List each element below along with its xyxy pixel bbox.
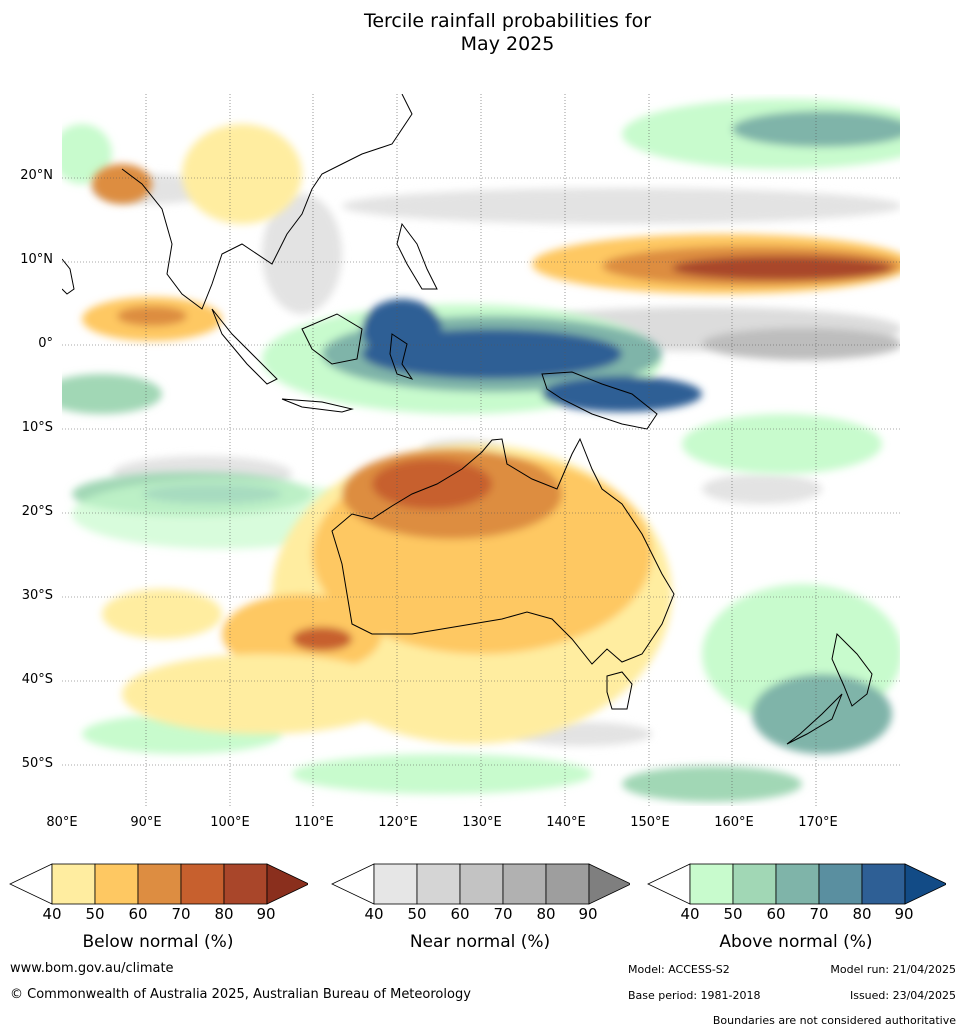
- borneo-outline: [301, 313, 363, 365]
- colorbar-segment: [689, 863, 734, 905]
- colorbar-segment: [180, 863, 225, 905]
- lat-label-40s: 40°S: [21, 672, 53, 687]
- footer-disclaimer: Boundaries are not considered authoritat…: [712, 1014, 956, 1027]
- new-guinea-outline: [541, 371, 658, 430]
- legend-below-tick-50: 50: [85, 905, 105, 923]
- legend-above-tick-40: 40: [680, 905, 700, 923]
- colorbar-segment: [94, 863, 139, 905]
- legend-above-tick-50: 50: [723, 905, 743, 923]
- new-zealand-south: [786, 693, 843, 745]
- colorbar-segment: [545, 863, 590, 905]
- legend-below-tick-40: 40: [42, 905, 62, 923]
- legend-below-normal: [8, 862, 308, 962]
- colorbar-segment: [51, 863, 96, 905]
- coastlines: [62, 94, 873, 745]
- sumatra-outline: [211, 308, 278, 385]
- lon-label-170e: 170°E: [798, 815, 838, 830]
- colorbar-over-triangle: [904, 863, 946, 905]
- colorbar-over-triangle: [266, 863, 308, 905]
- footer-model: Model: ACCESS-S2: [628, 963, 730, 976]
- colorbar-segment: [223, 863, 268, 905]
- lat-label-10n: 10°N: [20, 252, 53, 267]
- lon-label-130e: 130°E: [462, 815, 502, 830]
- lon-label-140e: 140°E: [546, 815, 586, 830]
- lat-label-20s: 20°S: [21, 504, 53, 519]
- footer-issued: Issued: 23/04/2025: [849, 989, 956, 1002]
- legend-above-normal-label: Above normal (%): [719, 932, 873, 952]
- footer-base-period: Base period: 1981-2018: [628, 989, 761, 1002]
- lon-label-150e: 150°E: [630, 815, 670, 830]
- legend-above-normal-colorbar: [647, 863, 946, 905]
- footer-model-run: Model run: 21/04/2025: [830, 963, 956, 976]
- lat-label-30s: 30°S: [21, 588, 53, 603]
- sri-lanka-outline: [62, 258, 75, 295]
- australia-outline: [331, 437, 675, 665]
- colorbar-segment: [459, 863, 504, 905]
- sulawesi-outline: [389, 333, 414, 380]
- colorbar-segment: [775, 863, 820, 905]
- legend-below-normal-colorbar: [9, 863, 308, 905]
- lat-label-20n: 20°N: [20, 168, 53, 183]
- asia-mainland-outline: [121, 94, 413, 310]
- legend-above-tick-60: 60: [766, 905, 786, 923]
- philippines-outline: [396, 222, 438, 290]
- colorbar-segment: [732, 863, 777, 905]
- legend-near-tick-60: 60: [450, 905, 470, 923]
- legend-near-tick-40: 40: [364, 905, 384, 923]
- legend-below-normal-label: Below normal (%): [82, 932, 234, 952]
- legend-near-normal-label: Near normal (%): [409, 932, 551, 952]
- colorbar-segment: [137, 863, 182, 905]
- colorbar-under-triangle: [647, 863, 691, 905]
- legend-below-tick-90: 90: [256, 905, 276, 923]
- colorbar-segment: [502, 863, 547, 905]
- colorbar-over-triangle: [588, 863, 630, 905]
- legend-near-normal: [330, 862, 630, 962]
- title-line-1: Tercile rainfall probabilities for: [363, 10, 652, 32]
- lon-label-100e: 100°E: [210, 815, 250, 830]
- colorbar-under-triangle: [331, 863, 375, 905]
- rainfall-probability-map: [62, 94, 900, 806]
- legend-below-tick-80: 80: [214, 905, 234, 923]
- lon-label-160e: 160°E: [714, 815, 754, 830]
- colorbar-under-triangle: [9, 863, 53, 905]
- lon-label-120e: 120°E: [378, 815, 418, 830]
- lon-label-80e: 80°E: [46, 815, 78, 830]
- colorbar-segment: [861, 863, 906, 905]
- legend-above-tick-90: 90: [894, 905, 914, 923]
- colorbar-segment: [818, 863, 863, 905]
- lat-label-0: 0°: [38, 336, 53, 351]
- legend-below-tick-60: 60: [128, 905, 148, 923]
- legend-above-tick-70: 70: [809, 905, 829, 923]
- legend-below-tick-70: 70: [171, 905, 191, 923]
- lon-label-110e: 110°E: [294, 815, 334, 830]
- legend-near-tick-70: 70: [493, 905, 513, 923]
- legend-near-tick-50: 50: [407, 905, 427, 923]
- legend-above-tick-80: 80: [852, 905, 872, 923]
- lon-label-90e: 90°E: [130, 815, 162, 830]
- new-zealand-north: [831, 632, 873, 707]
- legend-near-tick-80: 80: [536, 905, 556, 923]
- tasmania-outline: [606, 671, 633, 710]
- lat-label-10s: 10°S: [21, 420, 53, 435]
- colorbar-segment: [416, 863, 461, 905]
- map-svg: [62, 94, 900, 806]
- footer-website: www.bom.gov.au/climate: [10, 961, 174, 976]
- colorbar-segment: [373, 863, 418, 905]
- map-title: Tercile rainfall probabilities for May 2…: [0, 10, 965, 56]
- legend-near-normal-colorbar: [331, 863, 630, 905]
- java-outline: [281, 398, 354, 413]
- legend-near-tick-90: 90: [578, 905, 598, 923]
- footer-copyright: © Commonwealth of Australia 2025, Austra…: [10, 987, 471, 1002]
- lat-label-50s: 50°S: [21, 756, 53, 771]
- title-line-2: May 2025: [460, 33, 555, 55]
- legend-above-normal: [646, 862, 946, 962]
